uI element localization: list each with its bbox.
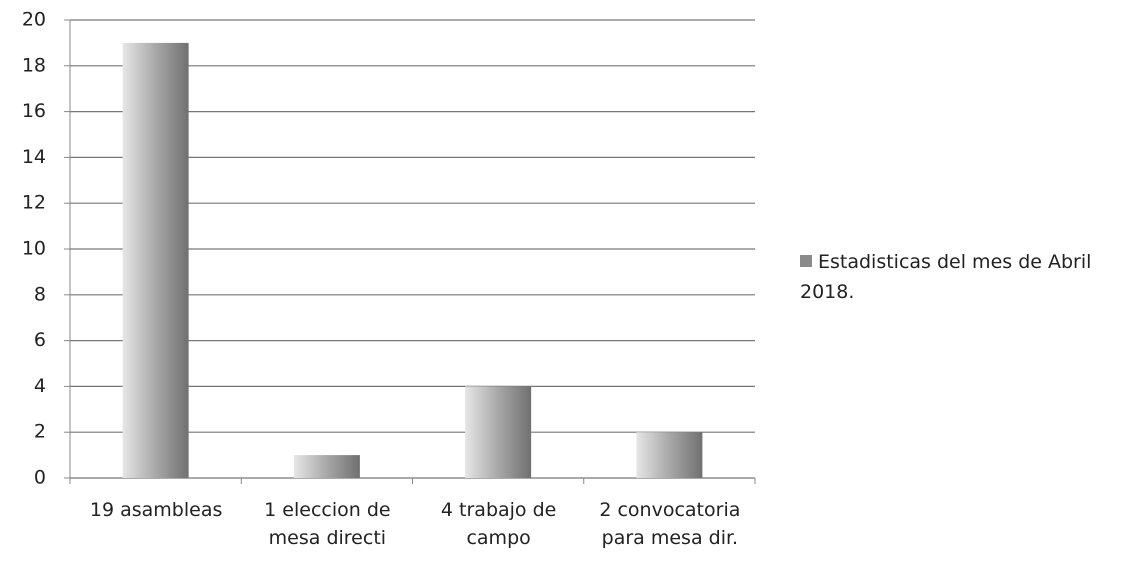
x-tick-label: 2 convocatoria para mesa dir. [599, 499, 741, 549]
legend-label: Estadisticas del mes de Abril 2018. [800, 251, 1092, 303]
y-tick-label: 16 [22, 100, 46, 122]
y-tick-label: 0 [34, 467, 46, 489]
x-tick-label: 4 trabajo de campo [440, 499, 557, 549]
y-tick-label: 2 [34, 421, 46, 443]
legend: Estadisticas del mes de Abril 2018. [800, 247, 1120, 307]
y-tick-label: 18 [22, 54, 46, 76]
bar [293, 455, 360, 478]
legend-swatch [800, 255, 812, 267]
y-tick-label: 20 [22, 9, 46, 31]
y-tick-label: 12 [22, 192, 46, 214]
y-tick-label: 6 [34, 329, 46, 351]
x-tick-label: 1 eleccion de mesa directi [264, 499, 391, 549]
bar [465, 386, 532, 478]
bar [636, 432, 703, 478]
y-tick-label: 8 [34, 283, 46, 305]
y-tick-label: 4 [34, 375, 46, 397]
x-tick-label: 19 asambleas [89, 499, 223, 521]
y-tick-label: 10 [22, 238, 46, 260]
bar [122, 42, 189, 479]
y-tick-label: 14 [22, 146, 46, 168]
